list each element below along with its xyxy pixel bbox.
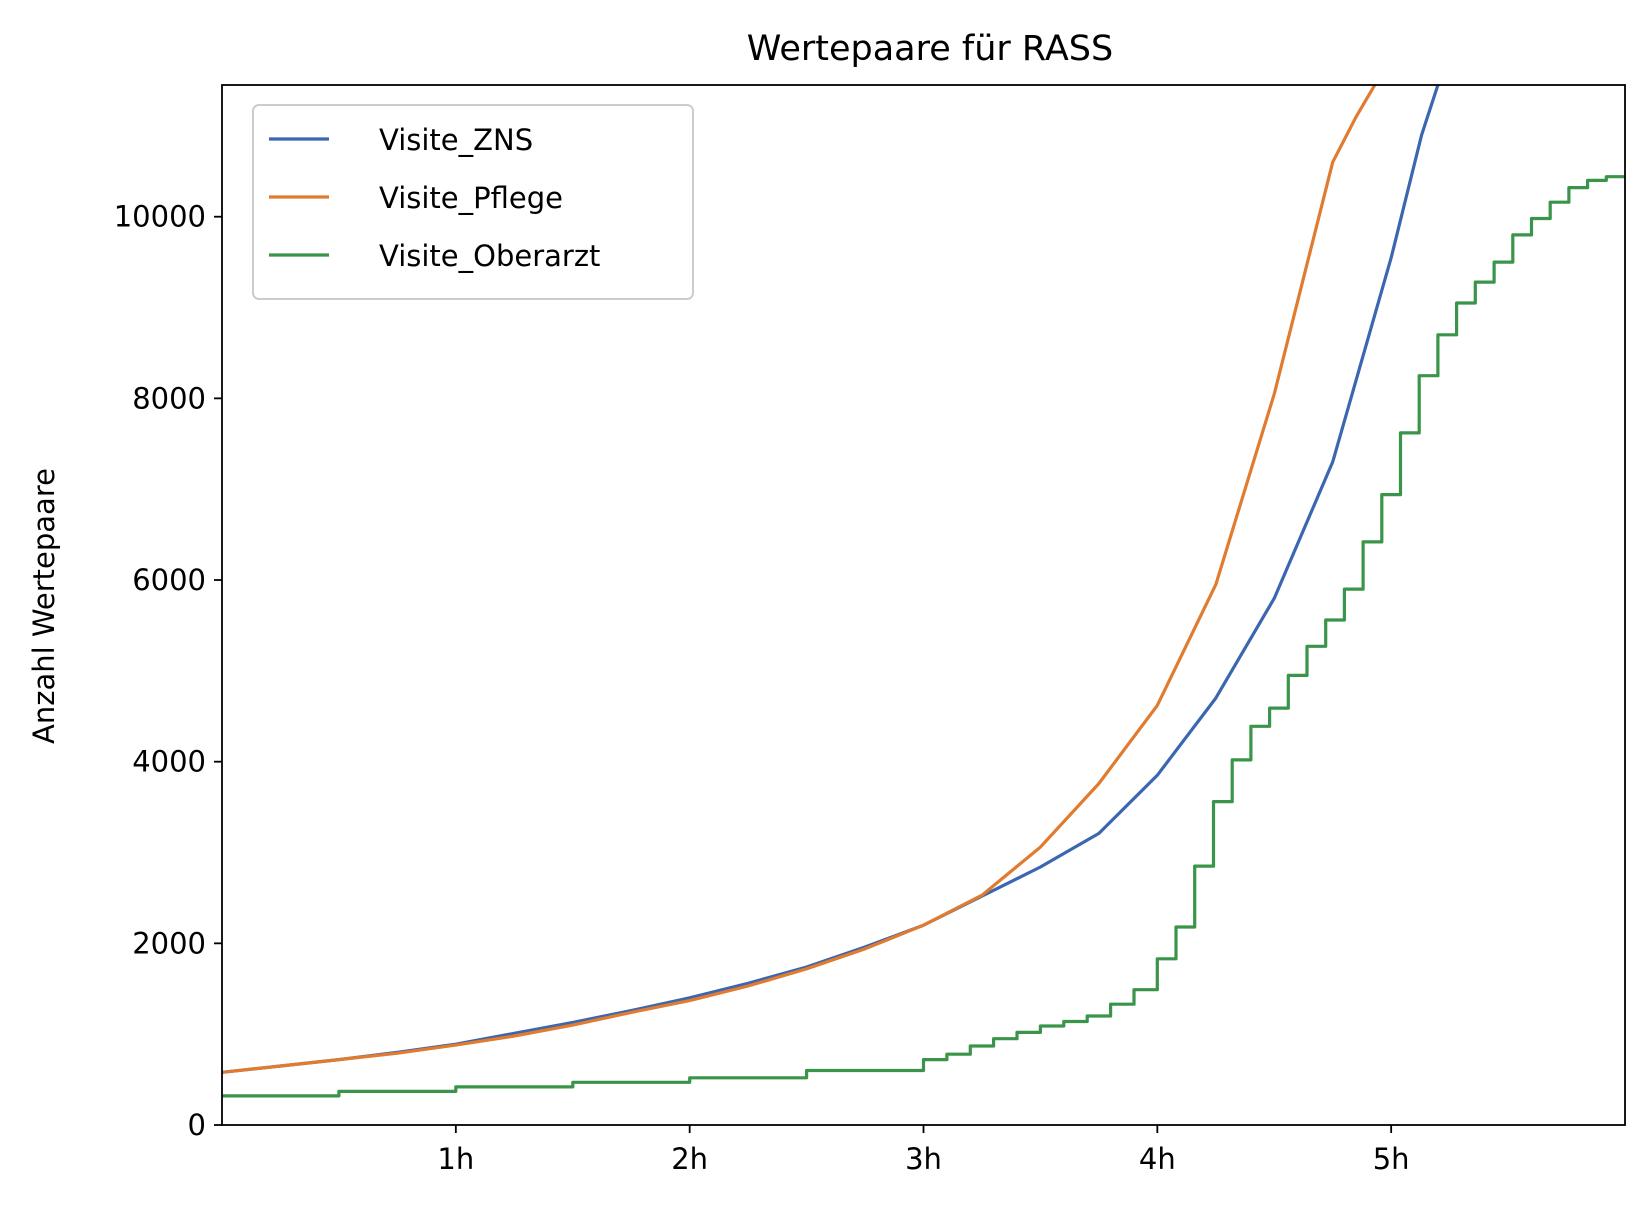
series-line-visite-pflege	[222, 85, 1377, 1074]
series-layer	[222, 85, 1625, 1098]
legend: Visite_ZNS Visite_Pflege Visite_Oberarzt	[252, 104, 694, 300]
y-tick-label: 6000	[132, 563, 206, 597]
y-tick-label: 0	[188, 1108, 206, 1142]
y-tick-label: 4000	[132, 745, 206, 779]
legend-box	[252, 104, 694, 300]
legend-label-visite-oberarzt: Visite_Oberarzt	[379, 239, 600, 273]
x-tick-label: 5h	[1373, 1142, 1410, 1176]
y-tick-label: 8000	[132, 381, 206, 415]
y-tick-label: 10000	[114, 200, 206, 234]
chart-title: Wertepaare für RASS	[747, 29, 1113, 69]
y-tick-label: 2000	[132, 926, 206, 960]
x-tick-label: 4h	[1139, 1142, 1176, 1176]
legend-label-visite-pflege: Visite_Pflege	[379, 181, 563, 215]
legend-label-visite-zns: Visite_ZNS	[379, 123, 533, 157]
x-tick-label: 2h	[671, 1142, 708, 1176]
x-tick-label: 1h	[437, 1142, 474, 1176]
y-axis-label: Anzahl Wertepaare	[27, 468, 61, 744]
x-tick-label: 3h	[905, 1142, 942, 1176]
axes-layer: 1h 2h 3h 4h 5h 0 2000 4000 6000 8000 10000	[114, 84, 1626, 1176]
series-line-visite-oberarzt	[222, 175, 1625, 1098]
